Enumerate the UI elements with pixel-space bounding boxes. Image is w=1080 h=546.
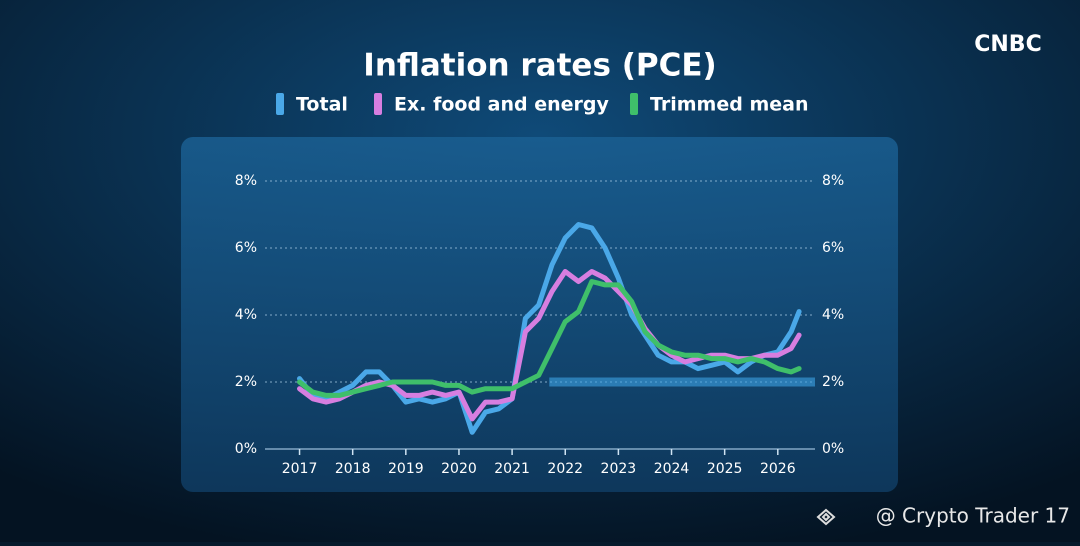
legend-swatch xyxy=(630,93,638,115)
x-tick-label: 2018 xyxy=(335,461,371,477)
x-tick-label: 2025 xyxy=(707,461,743,477)
watermark-icon xyxy=(816,508,836,526)
legend-label: Trimmed mean xyxy=(650,94,809,116)
y-tick-label: 4% xyxy=(235,307,257,323)
legend-swatch xyxy=(276,93,284,115)
watermark: @ Crypto Trader 17 xyxy=(876,504,1070,528)
x-tick-label: 2024 xyxy=(654,461,690,477)
x-tick-label: 2023 xyxy=(601,461,637,477)
series-line xyxy=(297,222,802,435)
y-tick-label: 6% xyxy=(235,240,257,256)
legend-swatch xyxy=(374,93,382,115)
y-tick-label: 8% xyxy=(235,173,257,189)
x-tick-label: 2021 xyxy=(494,461,530,477)
chart-title: Inflation rates (PCE) xyxy=(363,48,716,84)
logo: CNBC xyxy=(974,32,1041,57)
legend-label: Ex. food and energy xyxy=(394,94,609,116)
x-tick-label: 2019 xyxy=(388,461,424,477)
legend-label: Total xyxy=(296,94,348,116)
y2-tick-label: 8% xyxy=(822,173,844,189)
y2-tick-label: 0% xyxy=(822,441,844,457)
y-tick-label: 0% xyxy=(235,441,257,457)
y-tick-label: 2% xyxy=(235,374,257,390)
y2-tick-label: 4% xyxy=(822,307,844,323)
x-tick-label: 2026 xyxy=(760,461,796,477)
y2-tick-label: 6% xyxy=(822,240,844,256)
y2-tick-label: 2% xyxy=(822,374,844,390)
x-tick-label: 2017 xyxy=(282,461,318,477)
x-tick-label: 2022 xyxy=(547,461,583,477)
x-tick-label: 2020 xyxy=(441,461,477,477)
series-line xyxy=(297,279,802,398)
